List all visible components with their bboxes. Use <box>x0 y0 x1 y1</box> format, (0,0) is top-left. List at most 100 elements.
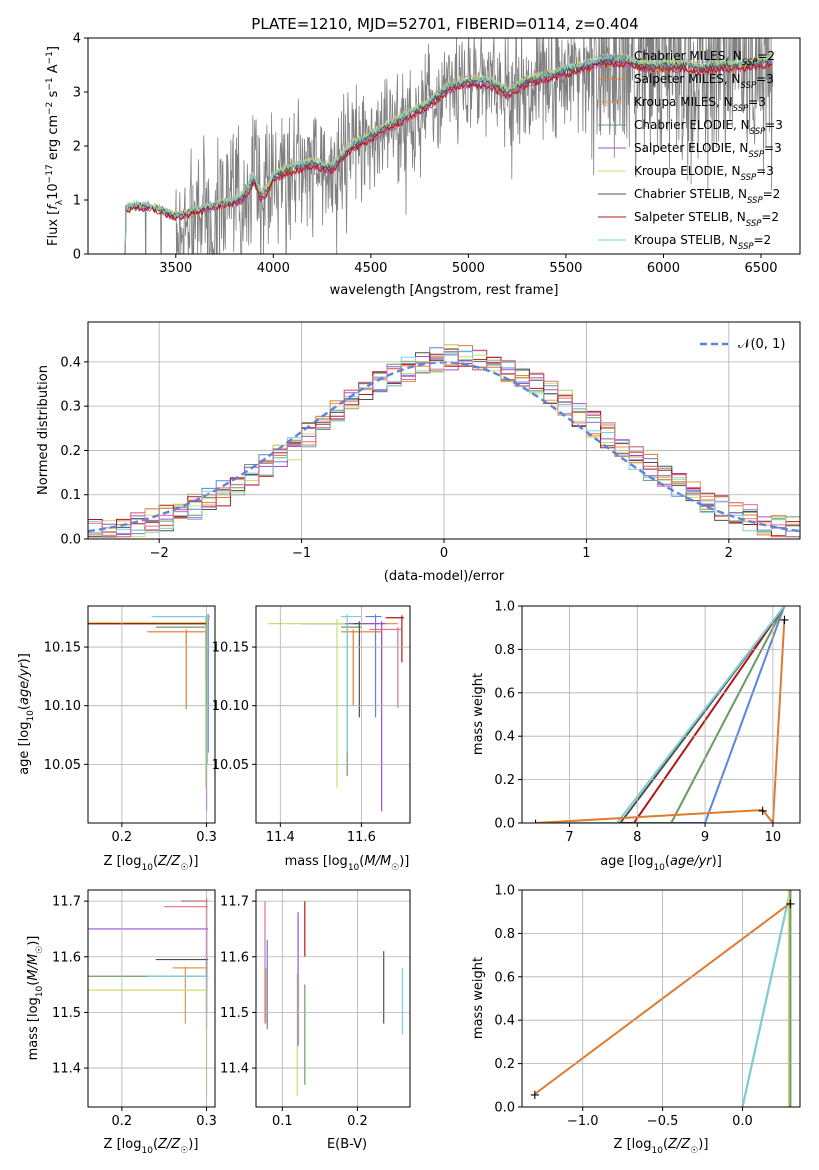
y-tick-label: 0.2 <box>494 773 515 788</box>
y-tick-label: 4 <box>73 32 81 47</box>
legend-entry: Kroupa STELIB, NSSP=2 <box>634 233 771 252</box>
legend-text: SSP <box>738 242 754 252</box>
label-part: 10 <box>35 985 45 997</box>
y-axis-label: Flux [fλ10−17 erg cm−2 s−1 A−1] <box>45 46 65 246</box>
x-tick-label: −0.5 <box>647 1114 679 1129</box>
label-part: mass [log <box>26 997 41 1060</box>
legend-text: Chabrier MILES, N <box>634 49 742 63</box>
y-tick-label: 0.0 <box>60 533 81 548</box>
y-tick-label: 11.5 <box>52 1006 81 1021</box>
legend-text: =3 <box>756 164 774 178</box>
label-part: )] <box>399 854 409 869</box>
legend-entry: Kroupa ELODIE, NSSP=3 <box>634 164 774 183</box>
point-marker: + <box>785 897 796 912</box>
legend-entry: Chabrier MILES, NSSP=2 <box>634 49 775 68</box>
y-tick-label: 10.15 <box>44 641 81 656</box>
x-axis-label: age [log10(age/yr)] <box>600 854 722 873</box>
legend-text: SSP <box>748 150 764 160</box>
x-axis-label: (data-model)/error <box>384 569 505 584</box>
y-tick-label: 11.6 <box>220 950 249 965</box>
label-part: −1 <box>45 51 55 64</box>
legend-text: =3 <box>765 118 783 132</box>
label-part: Z [log <box>104 854 142 869</box>
axes-frame <box>521 889 801 1108</box>
label-part: 10 <box>141 1146 153 1156</box>
mass-weight-line-sa_stelib <box>535 606 786 823</box>
legend-entry: Chabrier STELIB, NSSP=2 <box>634 187 780 206</box>
y-tick-label: 0 <box>73 248 81 263</box>
label-part: age/yr <box>670 854 713 869</box>
legend-text: =3 <box>756 72 774 86</box>
label-part: 10 <box>653 863 665 873</box>
x-tick-label: 10 <box>765 830 782 845</box>
legend-entry: Salpeter MILES, NSSP=3 <box>634 72 774 91</box>
axes-frame <box>255 889 411 1108</box>
legend-text: =3 <box>748 95 766 109</box>
x-tick-label: 0 <box>440 546 448 561</box>
label-part: Z/Z <box>667 1137 691 1152</box>
legend-text: =2 <box>761 210 779 224</box>
label-part: ( <box>26 981 41 986</box>
y-tick-label: 0.8 <box>494 643 515 658</box>
point-marker: + <box>757 804 768 819</box>
x-tick-label: 0.1 <box>272 1114 293 1129</box>
x-tick-label: 11.6 <box>347 830 376 845</box>
legend-text: =2 <box>757 49 775 63</box>
label-part: s <box>46 90 61 101</box>
plot-layer: 3500 4000 4500 5000 5500 6000 6500 0 1 2 3 4 wavelen… <box>17 32 801 1156</box>
point-marker: + <box>779 613 790 628</box>
legend-text: =2 <box>763 187 781 201</box>
axes-frame <box>255 605 411 824</box>
y-tick-label: 10.10 <box>212 699 249 714</box>
label-part: λ <box>55 199 65 205</box>
y-tick-label: 1.0 <box>494 600 515 615</box>
panel-7: 0.1 0.2 11.4 11.5 11.6 11.7 E(B-V) <box>220 889 411 1152</box>
plot-area <box>124 38 773 254</box>
axes-frame <box>521 605 801 824</box>
legend-text: Kroupa ELODIE, N <box>634 164 741 178</box>
y-tick-label: 11.7 <box>52 895 81 910</box>
x-tick-label: 0.2 <box>112 1114 133 1129</box>
y-axis-label: mass weight <box>471 957 486 1039</box>
y-tick-label: 0.6 <box>494 686 515 701</box>
y-axis-label: age [log10(age/yr)] <box>17 653 36 775</box>
x-tick-label: 6000 <box>647 261 680 276</box>
label-part: )] <box>188 1137 198 1152</box>
mass-weight-line-kr_stelib <box>741 890 792 1107</box>
label-part: Z [log <box>104 1137 142 1152</box>
y-tick-label: 1 <box>73 194 81 209</box>
mass-weight-line-ch_elodie <box>535 606 786 823</box>
label-part: ( <box>359 854 364 869</box>
legend-text: SSP <box>733 104 749 114</box>
x-tick-label: −1.0 <box>567 1114 599 1129</box>
legend-text: Salpeter ELODIE, N <box>634 141 748 155</box>
legend-text: Chabrier STELIB, N <box>634 187 747 201</box>
panel-1: 3500 4000 4500 5000 5500 6000 6500 0 1 2 3 4 wavelen… <box>45 32 801 298</box>
label-part: )] <box>26 936 41 946</box>
label-part: 10 <box>348 863 360 873</box>
point-marker: + <box>529 1088 540 1103</box>
x-tick-label: 5000 <box>452 261 485 276</box>
x-tick-label: 9 <box>701 830 709 845</box>
label-part: )] <box>17 653 32 663</box>
observed-spectrum <box>124 38 773 254</box>
y-axis-label: Normed distribution <box>36 365 51 495</box>
label-part: 10 <box>141 863 153 873</box>
label-part: 10 <box>46 183 61 200</box>
axes-frame <box>87 889 216 1108</box>
label-part: −17 <box>45 164 55 183</box>
plot-area <box>268 614 404 812</box>
panel-8: + + −1.0 −0.5 0.0 0.0 0.2 0.4 0.6 0.8 1.0 Z [log10(… <box>471 884 801 1156</box>
mass-weight-line-ch_miles <box>535 606 786 823</box>
legend-text: SSP <box>750 127 766 137</box>
y-tick-label: 11.5 <box>220 1006 249 1021</box>
x-tick-label: 0.3 <box>196 830 217 845</box>
legend-entry: Salpeter STELIB, NSSP=2 <box>634 210 779 229</box>
x-tick-label: 0.3 <box>196 1114 217 1129</box>
x-axis-label: Z [log10(Z/Z☉)] <box>104 1137 199 1156</box>
y-tick-label: 10.05 <box>212 758 249 773</box>
label-part: ( <box>663 1137 668 1152</box>
x-axis-label: E(B-V) <box>327 1137 367 1152</box>
label-part: age [log <box>17 722 32 775</box>
